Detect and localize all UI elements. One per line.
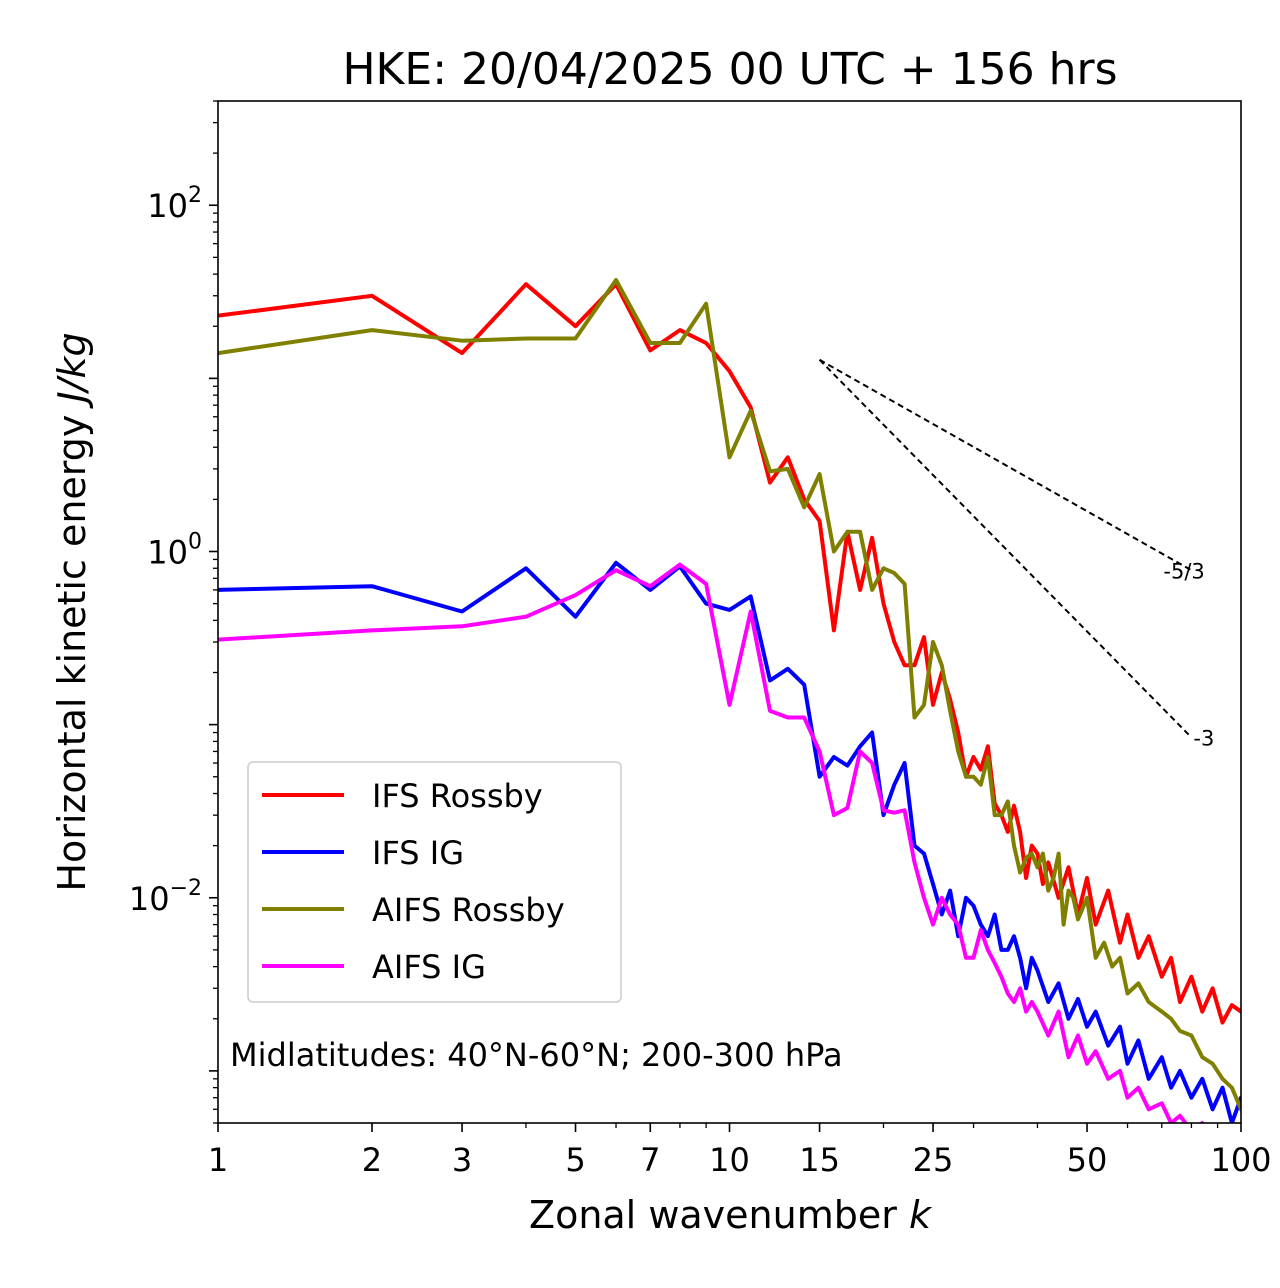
x-tick-label: 25 bbox=[913, 1141, 954, 1179]
y-axis-ticks: 102 100 10−2 bbox=[129, 100, 218, 1124]
y-tick-label: 102 bbox=[147, 183, 202, 225]
x-tick-label: 3 bbox=[452, 1141, 472, 1179]
series-line-ifs-rossby bbox=[218, 282, 1241, 1025]
series-line-aifs-ig bbox=[218, 562, 1205, 1123]
legend-box bbox=[247, 761, 622, 1003]
series-line-ifs-ig bbox=[218, 560, 1241, 1123]
x-axis-ticks: 1 2 3 5 7 10 15 25 50 100 bbox=[208, 1123, 1272, 1179]
chart-title: HKE: 20/04/2025 00 UTC + 156 hrs bbox=[342, 44, 1117, 95]
reference-line-label: -3 bbox=[1193, 726, 1214, 750]
x-tick-label: 1 bbox=[208, 1141, 228, 1179]
reference-line-1 bbox=[819, 358, 1192, 572]
x-tick-label: 5 bbox=[565, 1141, 585, 1179]
x-tick-label: 100 bbox=[1210, 1141, 1271, 1179]
y-axis-label: Horizontal kinetic energy J/kg bbox=[50, 332, 94, 891]
x-tick-label: 15 bbox=[799, 1141, 840, 1179]
reference-line-labels: -5/3 -3 bbox=[1163, 559, 1214, 750]
legend-label: AIFS Rossby bbox=[372, 891, 565, 929]
legend-label: AIFS IG bbox=[372, 948, 486, 986]
y-tick-label: 100 bbox=[147, 529, 202, 571]
x-tick-label: 50 bbox=[1067, 1141, 1108, 1179]
y-tick-label: 10−2 bbox=[129, 876, 202, 918]
reference-lines bbox=[818, 358, 1193, 739]
legend: IFS Rossby IFS IG AIFS Rossby AIFS IG bbox=[247, 761, 622, 1003]
legend-label: IFS Rossby bbox=[372, 777, 543, 815]
x-tick-label: 2 bbox=[362, 1141, 382, 1179]
x-axis-label: Zonal wavenumber k bbox=[529, 1193, 933, 1237]
legend-label: IFS IG bbox=[372, 834, 464, 872]
reference-line-label: -5/3 bbox=[1163, 559, 1204, 583]
x-tick-label: 7 bbox=[640, 1141, 660, 1179]
series-lines bbox=[218, 278, 1241, 1123]
region-annotation: Midlatitudes: 40°N-60°N; 200-300 hPa bbox=[230, 1036, 843, 1074]
x-tick-label: 10 bbox=[709, 1141, 750, 1179]
series-line-aifs-rossby bbox=[218, 278, 1241, 1112]
reference-line-2 bbox=[818, 359, 1193, 739]
